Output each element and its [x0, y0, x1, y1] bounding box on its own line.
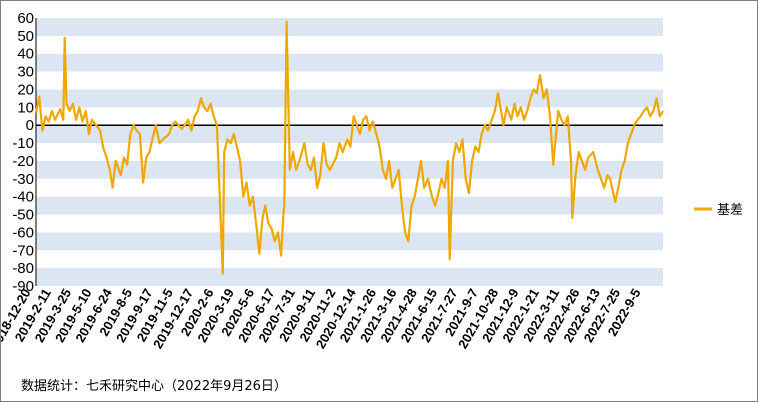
y-tick-label: -20	[12, 153, 34, 170]
series-line-basis	[34, 20, 664, 275]
source-note: 数据统计：七禾研究中心（2022年9月26日）	[21, 379, 287, 394]
y-tick-label: 0	[26, 117, 34, 134]
y-tick-label: 60	[17, 10, 34, 27]
grid-bands	[36, 18, 663, 286]
y-tick-label: -90	[12, 278, 34, 295]
y-tick-label: 20	[17, 81, 34, 98]
y-tick-label: -40	[12, 189, 34, 206]
grid-band	[36, 18, 663, 36]
y-tick-label: 30	[17, 64, 34, 81]
y-tick-label: 10	[17, 99, 34, 116]
grid-band	[36, 196, 663, 215]
y-tick-label: -60	[12, 224, 34, 241]
legend: 基差	[694, 203, 743, 218]
grid-band	[36, 125, 663, 144]
y-tick-label: -30	[12, 171, 34, 188]
x-axis-ticks: 2018-12-202019-2-112019-3-252019-5-10201…	[1, 285, 644, 351]
grid-band	[36, 53, 663, 72]
y-tick-label: -70	[12, 242, 34, 259]
y-tick-label: 40	[17, 46, 34, 63]
y-tick-label: -80	[12, 260, 34, 277]
y-tick-label: -50	[12, 207, 34, 224]
y-tick-label: 50	[17, 28, 34, 45]
legend-label-basis: 基差	[717, 203, 743, 218]
grid-band	[36, 268, 663, 286]
y-tick-label: -10	[12, 135, 34, 152]
grid-band	[36, 160, 663, 179]
grid-band	[36, 89, 663, 108]
grid-band	[36, 232, 663, 251]
